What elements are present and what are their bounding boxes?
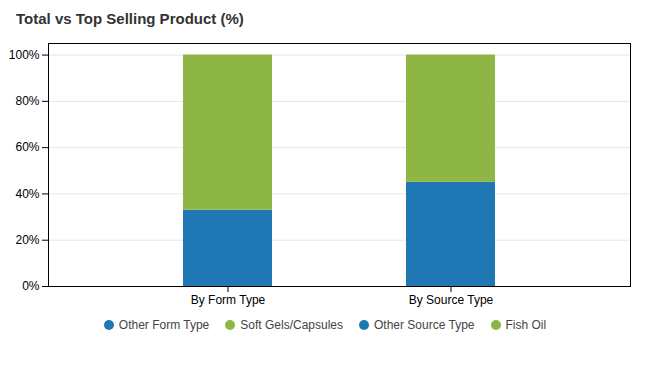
- html-text:Other Form Type: Other Form Type: [118, 318, 210, 332]
- html-text:Total vs Top Selling Product (: Total vs Top Selling Product (%): [16, 10, 244, 27]
- svg-text:By Form Type: By Form Type: [191, 293, 266, 307]
- svg-text:80%: 80%: [15, 94, 39, 108]
- html-text:Soft Gels/Capsules: Soft Gels/Capsules: [240, 318, 343, 332]
- svg-text:40%: 40%: [15, 187, 39, 201]
- svg-text:20%: 20%: [15, 233, 39, 247]
- svg-text:0%: 0%: [22, 279, 40, 293]
- svg-text:60%: 60%: [15, 140, 39, 154]
- svg-text:By Source Type: By Source Type: [409, 293, 494, 307]
- html-text:Other Source Type: Other Source Type: [374, 318, 475, 332]
- html-text:Fish Oil: Fish Oil: [505, 318, 547, 332]
- svg-text:100%: 100%: [9, 48, 40, 62]
